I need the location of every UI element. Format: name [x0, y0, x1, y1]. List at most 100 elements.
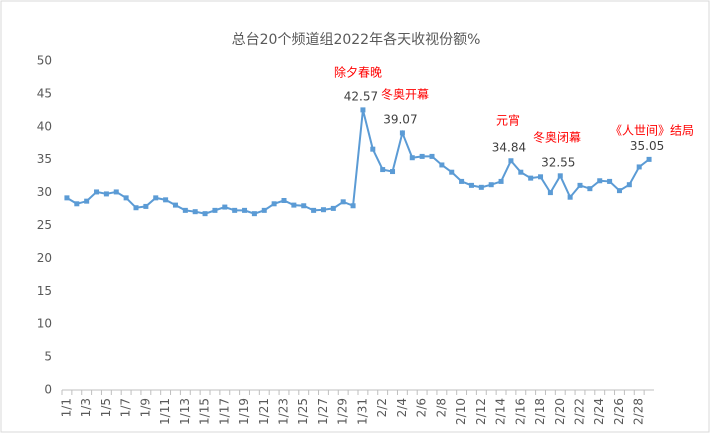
y-tick-label: 0: [44, 383, 52, 397]
marker: [172, 202, 178, 208]
x-tick-label: 1/25: [296, 398, 310, 425]
marker: [478, 184, 484, 190]
marker: [646, 156, 652, 162]
marker: [547, 190, 553, 196]
marker: [557, 173, 563, 179]
marker: [419, 153, 425, 159]
annotation: 元宵: [496, 113, 520, 128]
marker: [409, 155, 415, 161]
marker: [192, 209, 198, 215]
x-tick-label: 2/16: [513, 398, 527, 425]
x-tick-label: 2/12: [474, 398, 488, 425]
marker: [251, 211, 257, 217]
x-tick-label: 2/14: [494, 398, 508, 425]
marker: [626, 182, 632, 188]
x-tick-label: 1/3: [79, 398, 93, 417]
x-tick-label: 1/5: [99, 398, 113, 417]
x-tick-label: 2/28: [632, 398, 646, 425]
x-tick-label: 2/4: [395, 398, 409, 417]
x-tick-label: 1/7: [119, 398, 133, 417]
marker: [518, 169, 524, 175]
marker: [370, 146, 376, 152]
x-tick-label: 1/21: [257, 398, 271, 425]
marker: [587, 186, 593, 192]
y-tick-label: 40: [37, 119, 52, 133]
x-tick-label: 1/19: [237, 398, 251, 425]
chart-title: 总台20个频道组2022年各天收视份额%: [232, 32, 481, 48]
x-tick-label: 2/2: [375, 398, 389, 417]
x-tick-label: 1/15: [198, 398, 212, 425]
x-tick-label: 2/20: [553, 398, 567, 425]
x-tick-label: 1/23: [277, 398, 291, 425]
marker: [528, 175, 534, 181]
y-tick-label: 5: [44, 350, 52, 364]
marker: [320, 207, 326, 213]
marker: [261, 207, 267, 213]
marker: [390, 169, 396, 175]
marker: [212, 207, 218, 213]
marker: [94, 189, 100, 195]
data-label: 32.55: [541, 155, 575, 169]
marker: [607, 178, 613, 184]
marker: [399, 130, 405, 136]
y-tick-label: 15: [37, 284, 52, 298]
x-tick-label: 2/6: [415, 398, 429, 417]
y-tick-label: 50: [37, 54, 52, 68]
marker: [439, 162, 445, 168]
marker: [242, 207, 248, 213]
marker: [468, 182, 474, 188]
x-tick-label: 1/1: [59, 398, 73, 417]
data-label: 35.05: [630, 139, 664, 153]
marker: [350, 203, 356, 209]
marker: [360, 107, 366, 113]
marker: [567, 194, 573, 200]
x-tick-label: 2/24: [592, 398, 606, 425]
marker: [459, 178, 465, 184]
marker: [74, 201, 80, 207]
marker: [123, 195, 129, 201]
marker: [232, 207, 238, 213]
marker: [103, 191, 109, 197]
marker: [222, 204, 228, 210]
marker: [64, 195, 70, 201]
marker: [498, 178, 504, 184]
marker: [301, 203, 307, 209]
x-tick-label: 1/27: [316, 398, 330, 425]
marker: [616, 188, 622, 194]
x-tick-label: 2/26: [612, 398, 626, 425]
annotation: 冬奥闭幕: [533, 130, 581, 145]
marker: [143, 203, 149, 209]
marker: [182, 207, 188, 213]
x-tick-label: 2/10: [454, 398, 468, 425]
marker: [636, 164, 642, 170]
y-tick-label: 10: [37, 317, 52, 331]
annotation: 冬奥开幕: [381, 87, 429, 102]
marker: [330, 205, 336, 211]
marker: [449, 169, 455, 175]
y-tick-label: 45: [37, 86, 52, 100]
data-label: 42.57: [344, 89, 378, 103]
x-tick-label: 2/8: [434, 398, 448, 417]
data-label: 34.84: [492, 140, 526, 154]
x-tick-label: 1/17: [217, 398, 231, 425]
marker: [508, 158, 514, 164]
data-label: 39.07: [383, 112, 417, 126]
x-tick-label: 1/31: [355, 398, 369, 425]
x-tick-label: 1/11: [158, 398, 172, 425]
marker: [271, 201, 277, 207]
marker: [380, 167, 386, 173]
annotation: 除夕春晚: [334, 65, 382, 80]
marker: [429, 153, 435, 159]
marker: [291, 202, 297, 208]
marker: [577, 182, 583, 188]
y-tick-label: 20: [37, 251, 52, 265]
y-tick-label: 25: [37, 218, 52, 232]
marker: [84, 198, 90, 204]
marker: [340, 199, 346, 205]
x-tick-label: 1/13: [178, 398, 192, 425]
marker: [538, 174, 544, 180]
x-tick-label: 1/9: [138, 398, 152, 417]
marker: [163, 197, 169, 203]
